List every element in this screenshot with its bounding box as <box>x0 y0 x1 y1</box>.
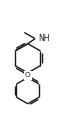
Text: NH: NH <box>38 34 50 43</box>
Text: O: O <box>25 72 31 78</box>
